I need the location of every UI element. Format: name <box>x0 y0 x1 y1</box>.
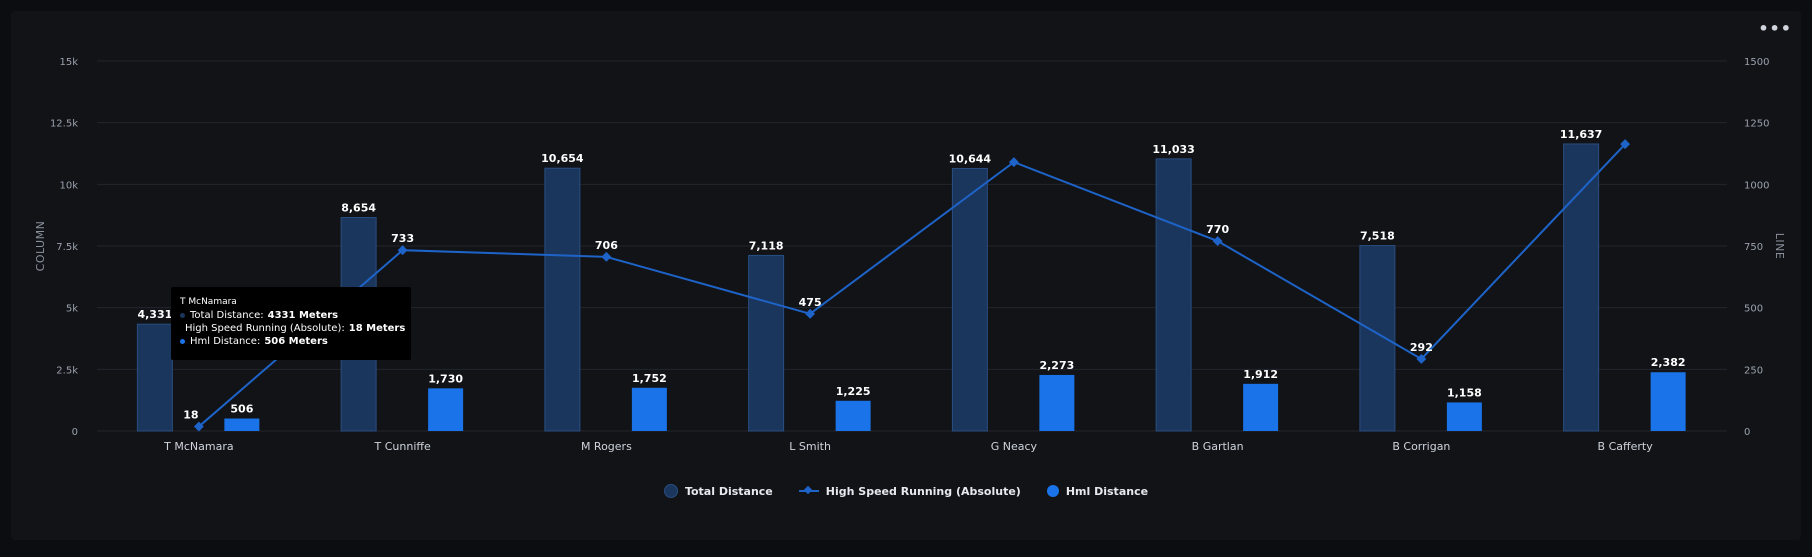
y-right-tick-label: 250 <box>1744 365 1763 376</box>
tooltip: T McNamara Total Distance: 4331 Meters H… <box>171 287 411 360</box>
x-category-label: B Cafferty <box>1598 440 1654 453</box>
data-label-high-speed-running: 475 <box>799 296 822 309</box>
x-category-label: G Neacy <box>991 440 1038 453</box>
x-category-label: L Smith <box>789 440 831 453</box>
tooltip-value: 4331 Meters <box>267 310 339 321</box>
legend-swatch-total-distance <box>663 484 678 498</box>
x-category-label: M Rogers <box>581 440 632 453</box>
bar-hml-distance <box>1446 402 1482 431</box>
data-label-high-speed-running: 292 <box>1410 341 1433 354</box>
bar-total-distance <box>748 254 785 432</box>
data-label-hml-distance: 1,730 <box>428 372 463 385</box>
bar-hml-distance <box>631 387 667 431</box>
tooltip-value: 506 Meters <box>264 336 328 347</box>
data-label-total-distance: 7,518 <box>1360 230 1395 243</box>
combo-chart: 0 2.5k 5k 7.5k 10k 12.5k 15k 0 250 500 750 1000 1250… <box>34 57 1786 453</box>
data-label-high-speed-running: 706 <box>595 239 618 252</box>
x-category-label: B Gartlan <box>1192 440 1244 453</box>
y-left-tick-label: 10k <box>59 180 78 191</box>
data-label-high-speed-running: 770 <box>1206 223 1229 236</box>
data-label-total-distance: 10,644 <box>949 152 992 165</box>
data-label-hml-distance: 2,273 <box>1039 359 1074 372</box>
y-left-axis-title: COLUMN <box>34 221 47 272</box>
data-label-hml-distance: 506 <box>230 403 253 416</box>
y-right-tick-label: 1500 <box>1744 57 1769 68</box>
tooltip-title: T McNamara <box>180 297 237 307</box>
data-label-total-distance: 11,033 <box>1152 143 1194 156</box>
y-left-tick-label: 2.5k <box>56 365 78 376</box>
data-label-hml-distance: 2,382 <box>1651 356 1686 369</box>
more-options-icon[interactable]: ••• <box>1758 19 1792 38</box>
legend: Total Distance High Speed Running (Absol… <box>0 484 1812 498</box>
marker-high-speed-running <box>1416 354 1427 364</box>
tooltip-row: Total Distance: 4331 Meters <box>180 310 402 321</box>
x-category-label: T McNamara <box>163 440 233 453</box>
y-right-axis-title: LINE <box>1773 233 1786 260</box>
y-right-tick-label: 750 <box>1744 242 1763 253</box>
marker-high-speed-running <box>193 421 204 432</box>
line-high-speed-running <box>198 143 1626 428</box>
x-category-label: T Cunniffe <box>374 440 431 453</box>
chart-panel <box>11 11 1801 540</box>
tooltip-label: High Speed Running (Absolute): <box>185 323 345 334</box>
bar-hml-distance <box>835 400 871 431</box>
data-label-total-distance: 8,654 <box>341 202 376 215</box>
bar-total-distance <box>1155 158 1192 432</box>
marker-high-speed-running <box>397 245 408 256</box>
marker-high-speed-running <box>1008 157 1019 168</box>
legend-swatch-high-speed-running <box>798 485 819 497</box>
bar-hml-distance <box>1039 374 1075 431</box>
tooltip-dot-hml-distance <box>180 339 185 344</box>
tooltip-label: Total Distance: <box>190 310 264 321</box>
legend-item-total-distance[interactable]: Total Distance <box>663 484 773 498</box>
bar-total-distance <box>544 167 581 432</box>
tooltip-dot-total-distance <box>180 313 185 318</box>
bar-total-distance <box>1563 143 1600 432</box>
data-label-total-distance: 7,118 <box>749 239 784 252</box>
bar-total-distance <box>951 167 988 432</box>
y-right-tick-label: 0 <box>1744 427 1750 438</box>
legend-label: Total Distance <box>684 484 773 498</box>
legend-item-hml-distance[interactable]: Hml Distance <box>1046 484 1149 498</box>
y-left-tick-label: 15k <box>59 57 78 68</box>
bar-hml-distance <box>1650 372 1686 431</box>
tooltip-value: 18 Meters <box>348 323 406 334</box>
marker-high-speed-running <box>601 251 612 262</box>
y-left-tick-label: 12.5k <box>50 119 78 130</box>
data-label-high-speed-running: 18 <box>183 409 198 422</box>
data-label-total-distance: 4,331 <box>137 308 172 321</box>
marker-high-speed-running <box>805 308 816 319</box>
bar-hml-distance <box>224 418 260 431</box>
bar-hml-distance <box>1243 383 1279 431</box>
marker-high-speed-running <box>1620 139 1631 150</box>
data-label-total-distance: 10,654 <box>541 152 584 165</box>
data-label-total-distance: 11,637 <box>1560 128 1602 141</box>
tooltip-row: High Speed Running (Absolute): 18 Meters <box>180 323 405 334</box>
legend-swatch-hml-distance <box>1046 485 1059 497</box>
bar-total-distance <box>1359 245 1396 432</box>
y-right-tick-label: 500 <box>1744 304 1763 315</box>
data-label-high-speed-running: 733 <box>391 232 414 245</box>
bar-hml-distance <box>428 388 464 431</box>
y-left-tick-label: 5k <box>66 304 78 315</box>
data-label-hml-distance: 1,225 <box>836 385 871 398</box>
data-label-hml-distance: 1,912 <box>1243 368 1278 381</box>
tooltip-row: Hml Distance: 506 Meters <box>180 336 402 347</box>
y-left-tick-label: 7.5k <box>56 242 78 253</box>
data-label-hml-distance: 1,752 <box>632 372 667 385</box>
bar-total-distance <box>136 323 173 432</box>
tooltip-label: Hml Distance: <box>190 336 261 347</box>
legend-label: High Speed Running (Absolute) <box>825 484 1021 498</box>
legend-item-high-speed-running[interactable]: High Speed Running (Absolute) <box>798 484 1021 498</box>
y-right-tick-label: 1000 <box>1744 180 1769 191</box>
data-label-hml-distance: 1,158 <box>1447 386 1482 399</box>
y-left-tick-label: 0 <box>72 427 78 438</box>
y-right-tick-label: 1250 <box>1744 119 1769 130</box>
marker-high-speed-running <box>1212 236 1223 247</box>
legend-label: Hml Distance <box>1065 484 1149 498</box>
x-category-label: B Corrigan <box>1392 440 1450 453</box>
